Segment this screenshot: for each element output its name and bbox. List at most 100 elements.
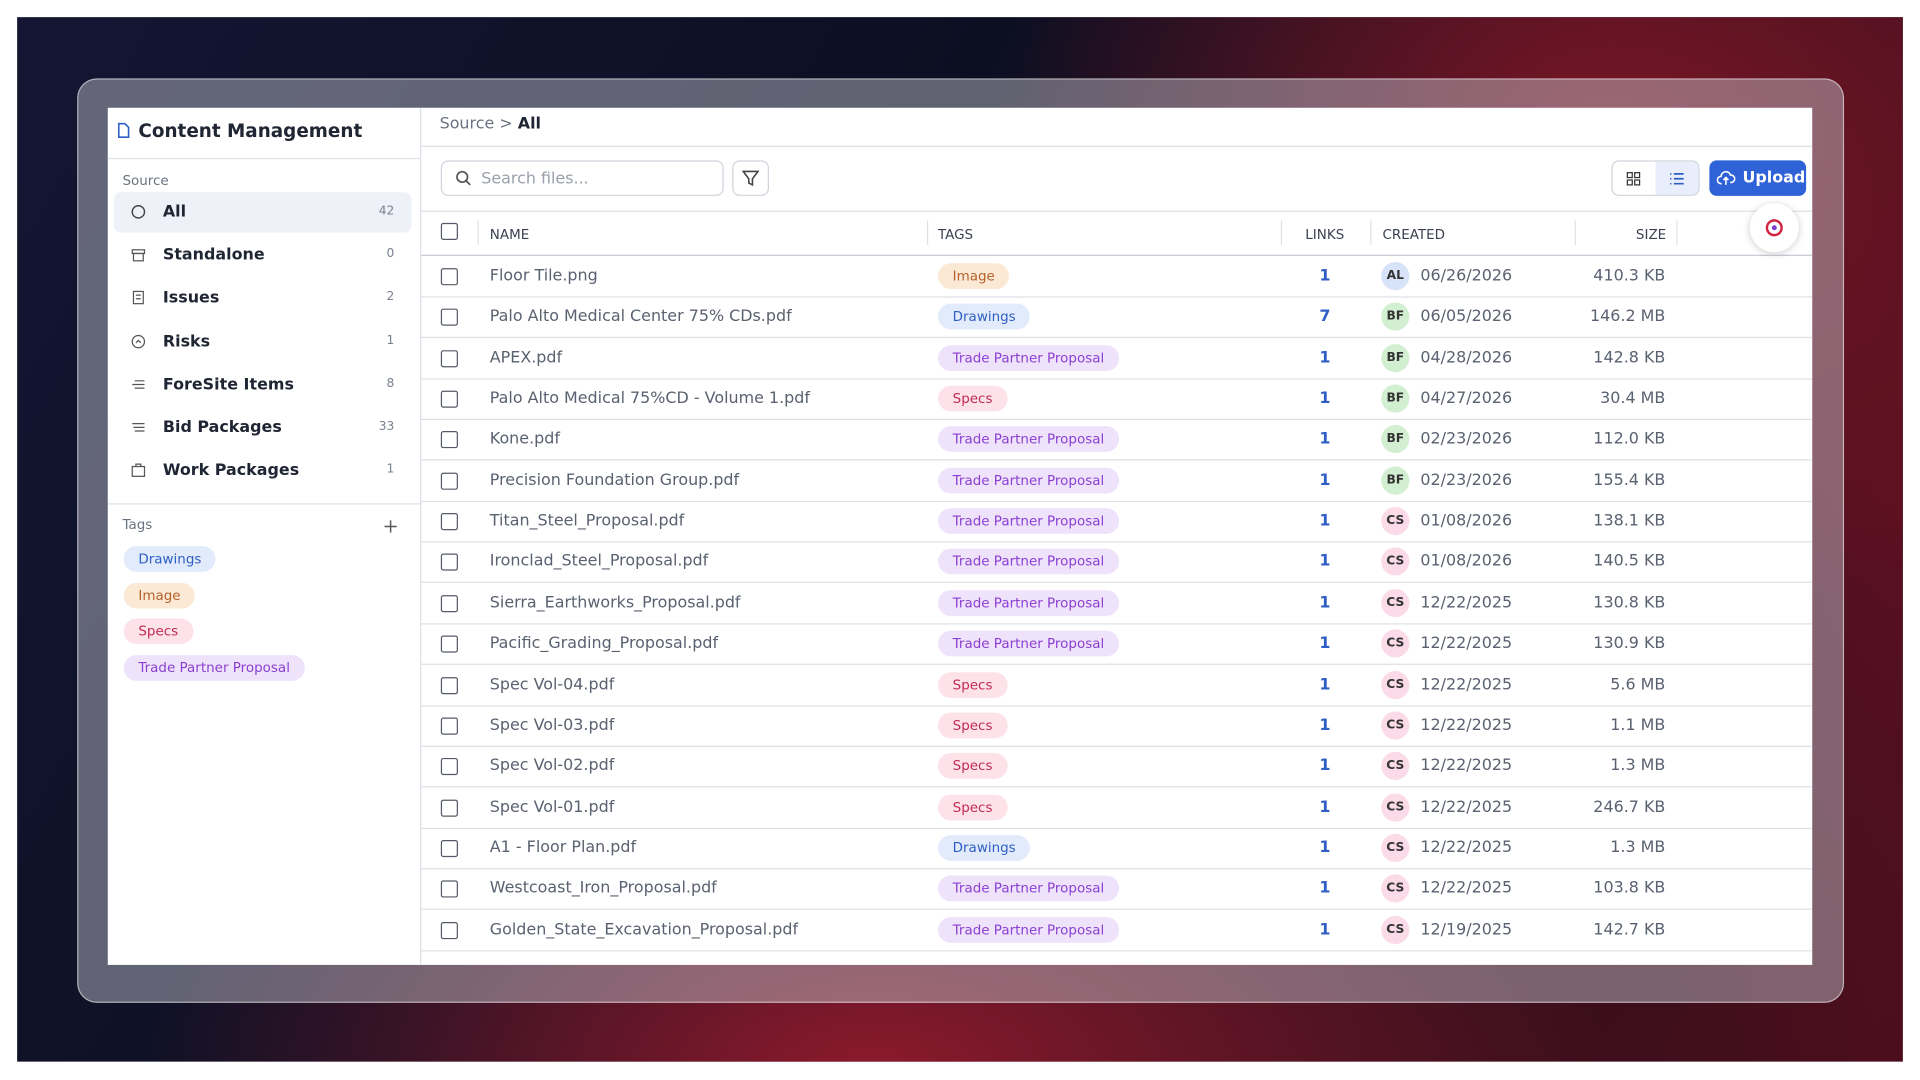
source-label: ForeSite Items	[162, 375, 294, 395]
tag-pill[interactable]: Specs	[123, 618, 193, 645]
column-header[interactable]: TAGS	[937, 226, 974, 243]
row-checkbox[interactable]	[440, 717, 458, 735]
file-row[interactable]: Palo Alto Medical Center 75% CDs.pdf Draw…	[421, 297, 1813, 339]
file-size: 112.0 KB	[1593, 430, 1666, 449]
column-header[interactable]: LINKS	[1305, 226, 1345, 243]
row-checkbox[interactable]	[440, 268, 458, 286]
file-row[interactable]: Sierra_Earthworks_Proposal.pdf Trade Part…	[421, 583, 1813, 625]
column-header[interactable]: CREATED	[1382, 226, 1446, 243]
assistant-button[interactable]	[1749, 203, 1799, 253]
file-row[interactable]: Spec Vol-01.pdf Specs 1 CS 12/22/2025 246.7 K…	[421, 787, 1813, 829]
file-tag: Trade Partner Proposal	[937, 630, 1119, 657]
row-checkbox[interactable]	[440, 554, 458, 572]
source-icon	[131, 463, 146, 478]
column-header[interactable]: SIZE	[1635, 226, 1667, 243]
file-row[interactable]: Titan_Steel_Proposal.pdf Trade Partner Pr…	[421, 501, 1813, 543]
breadcrumb-separator: >	[499, 115, 513, 134]
grid-view-button[interactable]	[1613, 162, 1656, 195]
source-label: Issues	[162, 289, 220, 308]
file-size: 130.9 KB	[1593, 634, 1666, 653]
row-checkbox[interactable]	[440, 308, 458, 327]
column-divider	[1676, 220, 1678, 245]
creator-avatar: CS	[1381, 752, 1410, 781]
file-size: 1.1 MB	[1610, 716, 1666, 735]
file-size: 146.2 MB	[1590, 307, 1666, 327]
link-count: 1	[1319, 634, 1331, 653]
source-item[interactable]: Standalone 0	[114, 235, 412, 275]
file-name: Spec Vol-04.pdf	[489, 675, 615, 694]
file-size: 140.5 KB	[1593, 552, 1666, 572]
file-row[interactable]: Golden_State_Excavation_Proposal.pdf Trad…	[421, 909, 1813, 951]
creator-avatar: BF	[1381, 343, 1410, 372]
tag-pill[interactable]: Trade Partner Proposal	[123, 654, 305, 681]
created-date: 12/22/2025	[1420, 756, 1513, 776]
row-checkbox[interactable]	[440, 635, 458, 653]
file-row[interactable]: Kone.pdf Trade Partner Proposal 1 BF 02/23/2…	[421, 419, 1813, 461]
file-row[interactable]: A1 - Floor Plan.pdf Drawings 1 CS 12/22/2025…	[421, 828, 1813, 870]
file-tag: Specs	[937, 712, 1008, 739]
sidebar-title: Content Management	[138, 120, 363, 143]
file-row[interactable]: Spec Vol-02.pdf Specs 1 CS 12/22/2025 1.3 MB	[421, 746, 1813, 788]
created-date: 01/08/2026	[1420, 552, 1513, 572]
source-item[interactable]: Issues 2	[114, 278, 412, 318]
column-divider	[1574, 220, 1576, 245]
file-row[interactable]: Precision Foundation Group.pdf Trade Part…	[421, 460, 1813, 502]
add-tag-button[interactable]	[383, 519, 398, 534]
row-checkbox[interactable]	[440, 513, 458, 531]
source-item[interactable]: Bid Packages 33	[114, 408, 412, 448]
row-checkbox[interactable]	[440, 799, 458, 817]
source-item[interactable]: ForeSite Items 8	[114, 365, 412, 405]
file-tag: Trade Partner Proposal	[937, 589, 1119, 616]
row-checkbox[interactable]	[440, 472, 458, 490]
source-icon	[131, 249, 146, 262]
row-checkbox[interactable]	[440, 880, 458, 898]
source-item[interactable]: Risks 1	[114, 322, 412, 362]
file-row[interactable]: APEX.pdf Trade Partner Proposal 1 BF 04/28/2…	[421, 338, 1813, 380]
file-row[interactable]: Westcoast_Iron_Proposal.pdf Trade Partner…	[421, 868, 1813, 911]
created-date: 12/22/2025	[1420, 797, 1513, 817]
source-item[interactable]: Work Packages 1	[114, 451, 412, 491]
tag-pill[interactable]: Image	[123, 582, 196, 608]
source-count: 0	[386, 247, 395, 262]
file-row[interactable]: Pacific_Grading_Proposal.pdf Trade Partne…	[421, 623, 1813, 666]
source-count: 8	[386, 376, 395, 391]
upload-button[interactable]: Upload	[1709, 160, 1807, 196]
row-checkbox[interactable]	[440, 758, 458, 776]
link-count: 1	[1319, 879, 1331, 898]
file-row[interactable]: Spec Vol-04.pdf Specs 1 CS 12/22/2025 5.6 MB	[421, 664, 1813, 706]
upload-label: Upload	[1742, 168, 1806, 188]
source-icon	[132, 379, 145, 389]
search-box[interactable]: Search files...	[440, 160, 724, 196]
filter-button[interactable]	[732, 160, 769, 196]
row-checkbox[interactable]	[440, 921, 458, 939]
file-row[interactable]: Palo Alto Medical 75%CD - Volume 1.pdf Sp…	[421, 378, 1813, 421]
row-checkbox[interactable]	[440, 390, 458, 408]
link-count: 1	[1319, 266, 1331, 286]
creator-avatar: CS	[1381, 507, 1410, 536]
link-count: 1	[1319, 389, 1331, 408]
select-all-checkbox[interactable]	[440, 222, 458, 240]
file-row[interactable]: Spec Vol-03.pdf Specs 1 CS 12/22/2025 1.1 MB	[421, 705, 1813, 747]
divider	[421, 145, 1813, 147]
creator-avatar: CS	[1381, 629, 1410, 658]
breadcrumb-item[interactable]: Source	[439, 115, 495, 134]
row-checkbox[interactable]	[440, 839, 458, 858]
file-size: 410.3 KB	[1593, 266, 1666, 286]
row-checkbox[interactable]	[440, 431, 458, 449]
row-checkbox[interactable]	[440, 594, 458, 612]
sidebar: Content Management Source All 42 Standalon…	[107, 107, 422, 965]
creator-avatar: CS	[1381, 670, 1410, 699]
list-view-button[interactable]	[1655, 161, 1699, 195]
file-row[interactable]: Ironclad_Steel_Proposal.pdf Trade Partner…	[421, 542, 1813, 584]
row-checkbox[interactable]	[440, 349, 458, 367]
file-row[interactable]: Floor Tile.png Image 1 AL 06/26/2026 410.3 KB	[421, 256, 1813, 298]
row-checkbox[interactable]	[440, 676, 458, 694]
file-tag: Specs	[937, 671, 1008, 698]
created-date: 04/28/2026	[1420, 348, 1513, 367]
section-label: Tags	[122, 516, 153, 533]
tag-pill[interactable]: Drawings	[123, 546, 217, 572]
creator-avatar: CS	[1381, 711, 1410, 740]
source-item[interactable]: All 42	[113, 192, 412, 233]
column-header[interactable]: NAME	[489, 226, 530, 243]
